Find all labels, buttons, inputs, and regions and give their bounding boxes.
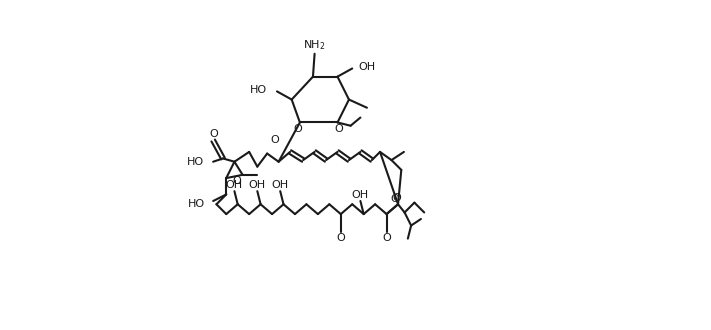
Text: OH: OH bbox=[249, 180, 266, 190]
Text: O: O bbox=[390, 194, 399, 204]
Text: O: O bbox=[210, 129, 218, 139]
Text: O: O bbox=[336, 233, 345, 243]
Text: HO: HO bbox=[188, 199, 205, 209]
Text: OH: OH bbox=[352, 190, 369, 200]
Text: NH$_2$: NH$_2$ bbox=[304, 39, 326, 52]
Text: O: O bbox=[383, 233, 391, 243]
Text: HO: HO bbox=[250, 85, 267, 95]
Text: OH: OH bbox=[359, 62, 376, 72]
Text: OH: OH bbox=[272, 180, 289, 190]
Text: O: O bbox=[392, 193, 401, 203]
Text: HO: HO bbox=[187, 157, 204, 167]
Text: O: O bbox=[335, 124, 343, 134]
Text: OH: OH bbox=[226, 180, 243, 190]
Text: O: O bbox=[294, 124, 303, 134]
Text: O: O bbox=[232, 176, 241, 186]
Text: O: O bbox=[270, 135, 279, 146]
